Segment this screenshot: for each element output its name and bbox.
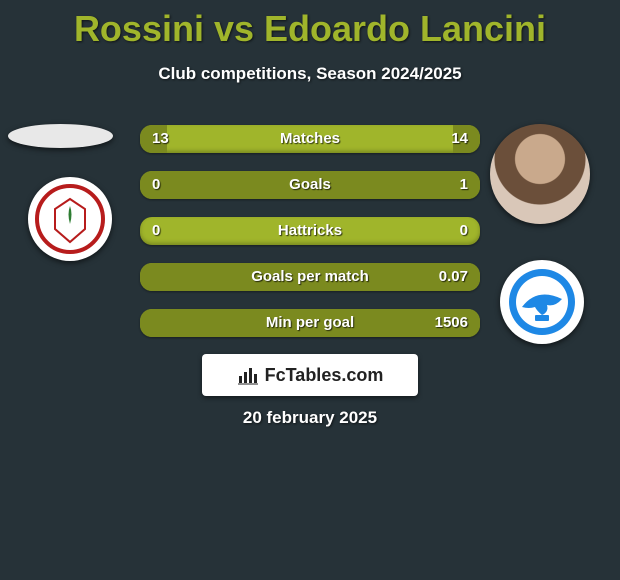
stat-label: Min per goal: [140, 309, 480, 337]
stat-row-matches: 13 Matches 14: [140, 125, 480, 153]
stat-right-value: 14: [451, 125, 468, 153]
stat-label: Goals: [140, 171, 480, 199]
stat-label: Hattricks: [140, 217, 480, 245]
shield-icon: [35, 184, 105, 254]
stat-label: Goals per match: [140, 263, 480, 291]
club-left-logo: [28, 177, 112, 261]
brand-text: FcTables.com: [265, 365, 384, 386]
stat-row-goals-per-match: Goals per match 0.07: [140, 263, 480, 291]
stat-right-value: 0.07: [439, 263, 468, 291]
stat-row-goals: 0 Goals 1: [140, 171, 480, 199]
page-title: Rossini vs Edoardo Lancini: [0, 0, 620, 50]
player-right-avatar: [490, 124, 590, 224]
stat-label: Matches: [140, 125, 480, 153]
stat-row-hattricks: 0 Hattricks 0: [140, 217, 480, 245]
stat-right-value: 1: [460, 171, 468, 199]
club-right-logo: [500, 260, 584, 344]
bar-chart-icon: [237, 364, 259, 386]
player-left-avatar: [8, 124, 113, 148]
date-text: 20 february 2025: [0, 408, 620, 428]
stat-right-value: 1506: [435, 309, 468, 337]
brand-box: FcTables.com: [202, 354, 418, 396]
stats-container: 13 Matches 14 0 Goals 1 0 Hattricks 0 Go…: [140, 125, 480, 355]
stat-row-min-per-goal: Min per goal 1506: [140, 309, 480, 337]
stat-right-value: 0: [460, 217, 468, 245]
subtitle: Club competitions, Season 2024/2025: [0, 64, 620, 84]
dolphin-icon: [507, 267, 577, 337]
